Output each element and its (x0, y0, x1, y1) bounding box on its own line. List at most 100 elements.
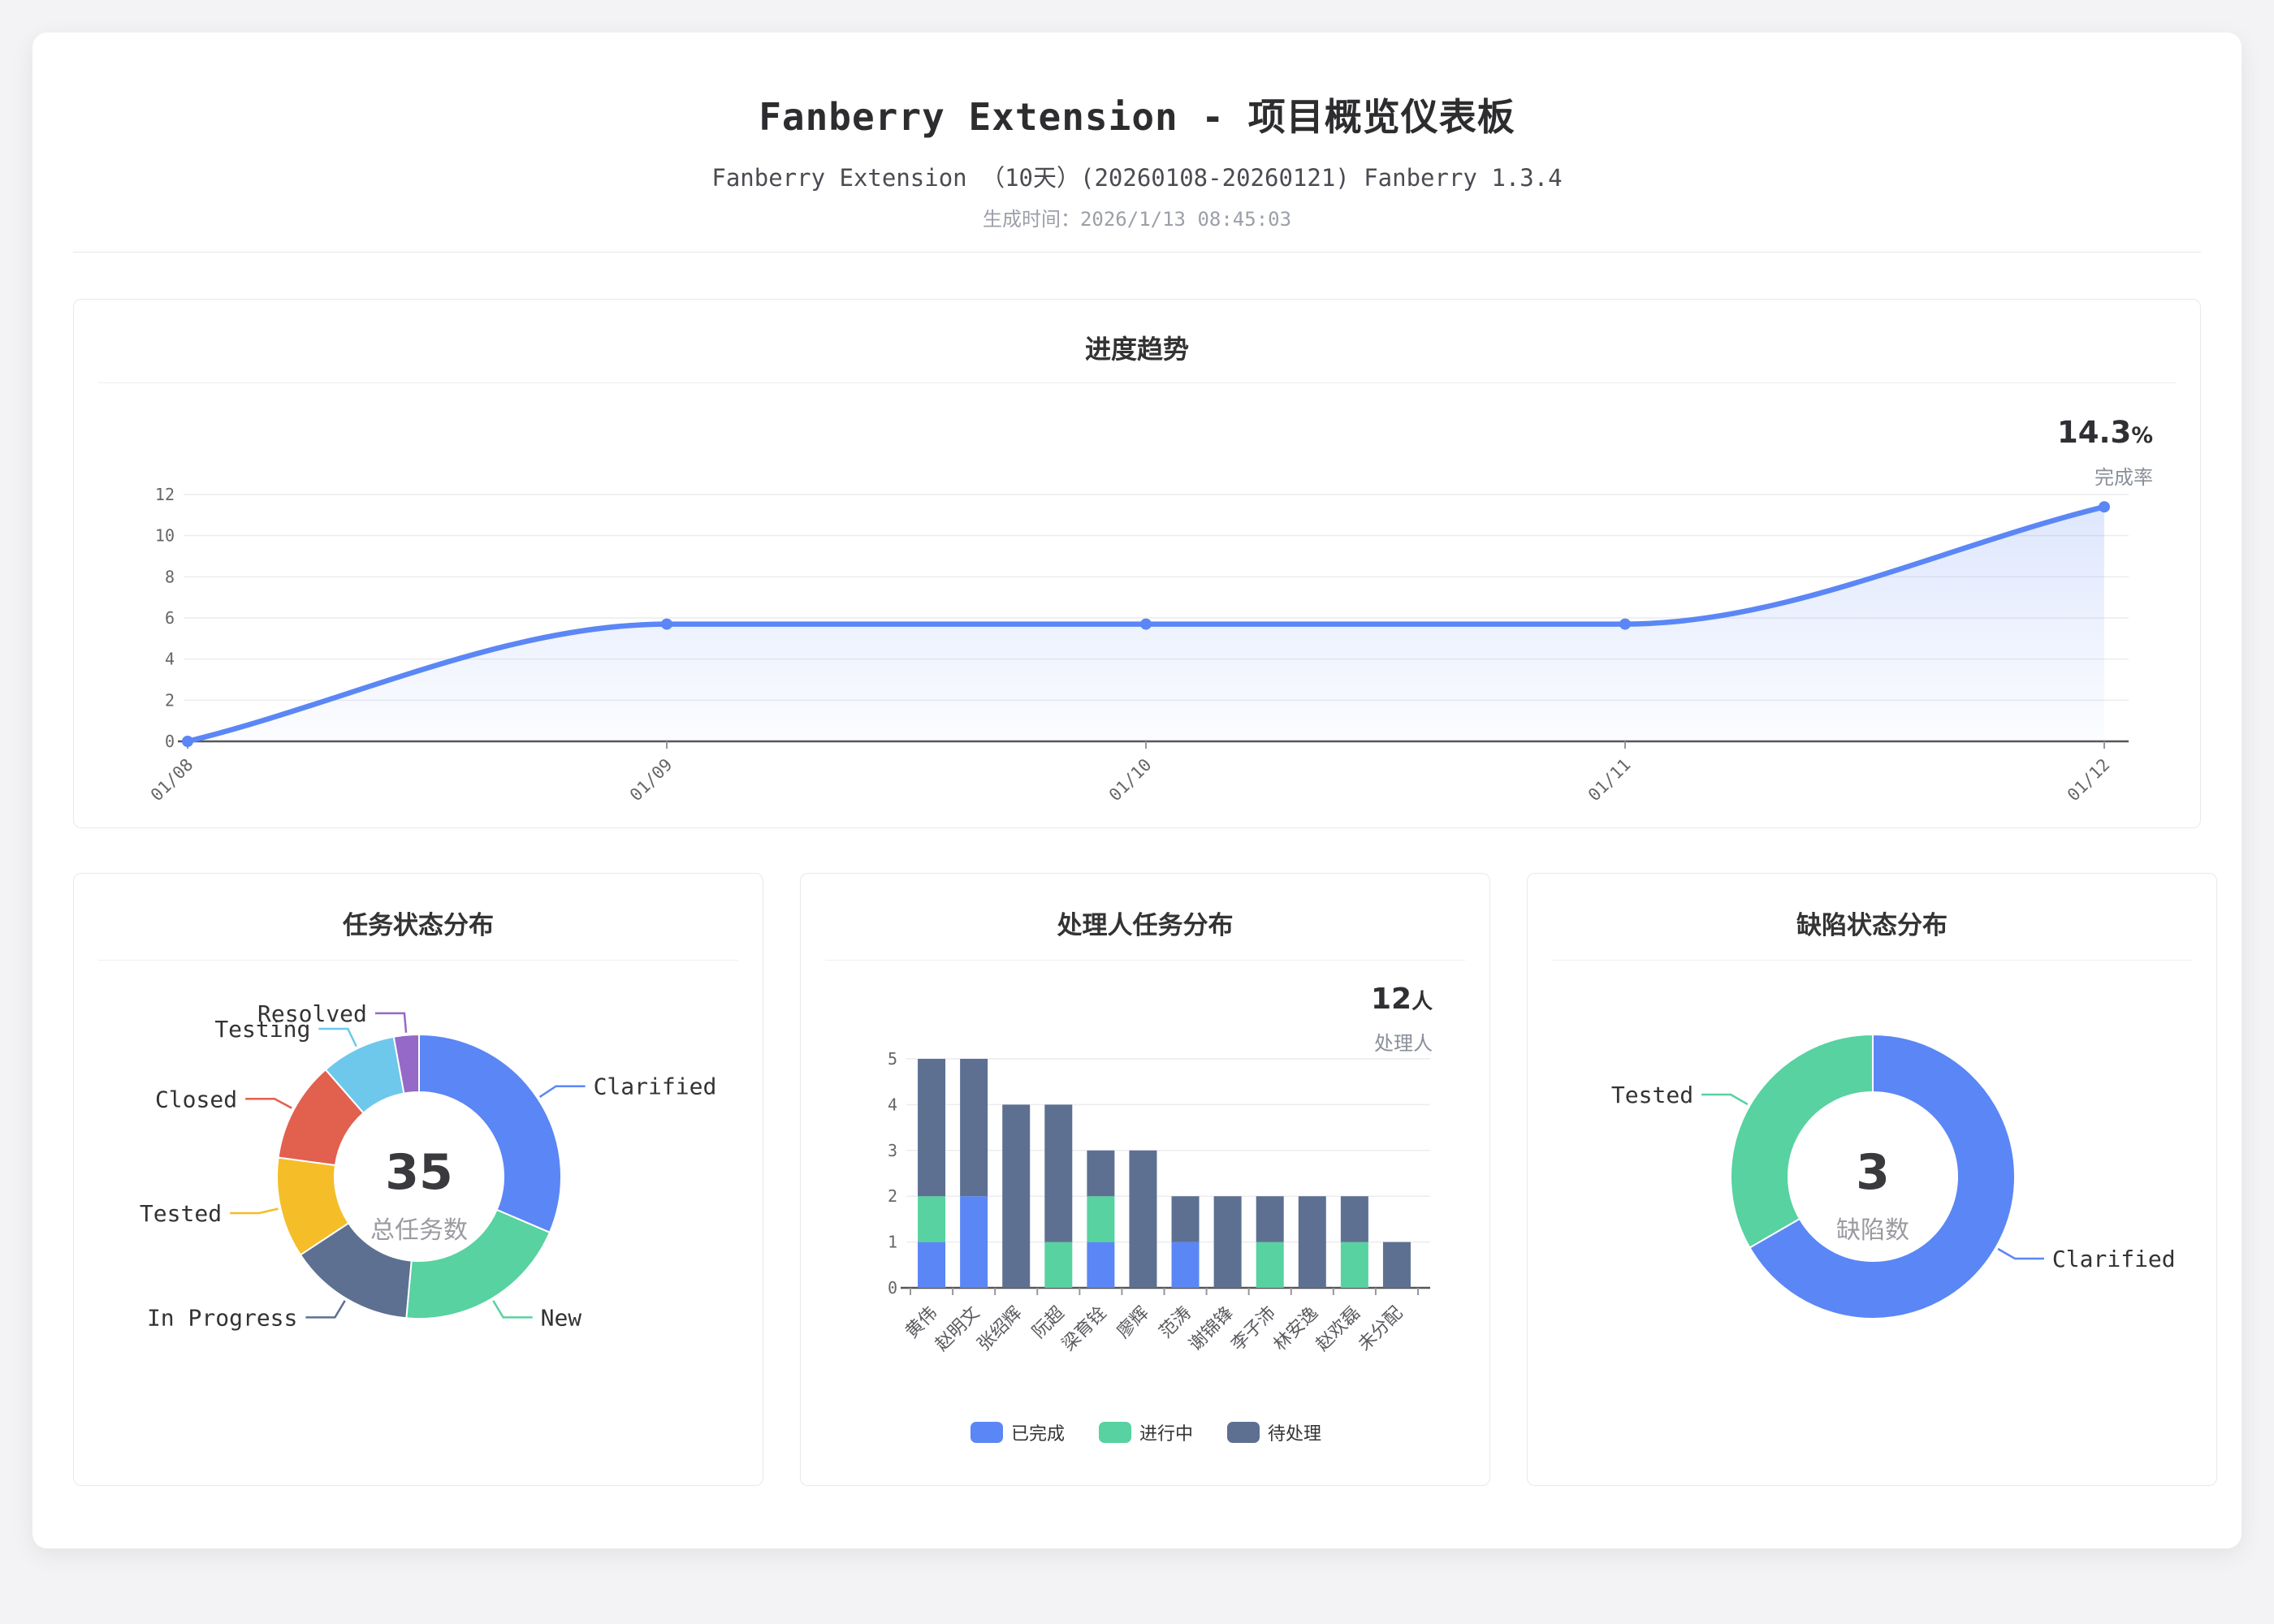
bar-category-label: 未分配 (1355, 1303, 1407, 1355)
label-leader-line (305, 1300, 346, 1319)
slice-label: Clarified (594, 1073, 717, 1100)
donut-slice (1749, 1033, 2016, 1320)
trend-line-chart: 0 2 4 6 8 10 12 01/08 01/09 01/10 01/11 01/12 (147, 485, 2129, 806)
data-point (661, 618, 672, 630)
bar-category-label: 梁育铨 (1058, 1303, 1110, 1355)
slice-label: Closed (155, 1086, 237, 1112)
data-point (182, 736, 193, 747)
bar-category-label: 谢锦锋 (1186, 1303, 1238, 1355)
bar-segment (918, 1059, 946, 1197)
bar-segment (1044, 1242, 1073, 1288)
label-leader-line (538, 1085, 586, 1098)
task-status-title: 任务状态分布 (343, 911, 494, 940)
assignee-title: 处理人任务分布 (1057, 911, 1234, 940)
task-status-donut-chart: Clarified New In Progress Tested Closed Testi… (140, 1000, 717, 1332)
task-status-card: 任务状态分布 Clarified New In Progress Tested Clos… (73, 873, 763, 1486)
assignee-title-divider (825, 960, 1465, 961)
legend-label: 进行中 (1139, 1424, 1193, 1445)
bar-segment (1171, 1196, 1200, 1242)
legend-item: 进行中 (1098, 1419, 1193, 1445)
bar-segment (1087, 1196, 1115, 1242)
y-tick-label: 3 (888, 1141, 897, 1160)
page-title: Fanberry Extension - 项目概览仪表板 (759, 95, 1515, 139)
data-point (1619, 618, 1631, 630)
y-tick-label: 1 (888, 1233, 897, 1252)
trend-chart-title: 进度趋势 (1084, 334, 1189, 365)
bar-segment (1129, 1150, 1157, 1288)
assignee-card: 处理人任务分布 0 1 2 3 4 5 黄伟 赵明文 张绍辉 阮超 梁育铨 廖辉 范涛 谢锦锋 李子沛 林安逸… (800, 873, 1490, 1486)
donut-slice (392, 1033, 420, 1095)
bar-segment (1256, 1242, 1284, 1288)
label-leader-line (1997, 1247, 2044, 1260)
legend-label: 待处理 (1268, 1424, 1322, 1445)
x-tick-label: 01/12 (2064, 755, 2114, 806)
slice-label: Tested (140, 1200, 222, 1227)
bar-category-label: 李子沛 (1228, 1303, 1280, 1355)
legend-swatch (1227, 1422, 1260, 1443)
bar-segment (1087, 1242, 1115, 1288)
defect-status-title: 缺陷状态分布 (1796, 911, 1948, 940)
y-tick-label: 4 (165, 650, 175, 669)
bar-segment (960, 1196, 988, 1288)
label-leader-line (318, 1027, 357, 1047)
x-tick-label: 01/08 (147, 755, 197, 806)
bar-segment (1256, 1196, 1284, 1242)
y-tick-label: 0 (888, 1278, 897, 1298)
defect-status-title-divider (1552, 960, 2192, 961)
assignee-count-label: 处理人 (1374, 1032, 1433, 1055)
completion-rate-value: 14.3% (2057, 415, 2153, 450)
slice-label: Testing (214, 1016, 310, 1043)
assignee-headline: 12人 处理人 (1371, 983, 1433, 1056)
bar-segment (1044, 1104, 1073, 1242)
defect-status-donut-chart: Clarified Tested (1611, 1033, 2176, 1320)
bar-segment (918, 1242, 946, 1288)
bar-chart-legend: 已完成 进行中 待处理 (801, 1419, 1491, 1445)
bar-segment (1340, 1196, 1368, 1242)
label-leader-line (492, 1300, 533, 1319)
y-tick-label: 2 (165, 690, 175, 710)
bar-category-label: 赵明文 (932, 1303, 984, 1355)
bar-segment (1213, 1196, 1242, 1288)
bar-category-label: 林安逸 (1270, 1303, 1322, 1355)
slice-label: Resolved (257, 1000, 367, 1027)
bar-segment (1298, 1196, 1326, 1288)
bar-segment (960, 1059, 988, 1197)
bar-segment (918, 1196, 946, 1242)
trend-chart-card: 进度趋势 0 2 4 6 8 10 12 01/08 01/09 01/10 01/11 01/12 … (73, 299, 2201, 828)
label-leader-line (374, 1012, 408, 1033)
legend-swatch (970, 1422, 1003, 1443)
y-tick-label: 2 (888, 1186, 897, 1206)
data-point (1140, 618, 1152, 630)
bar-segment (1002, 1104, 1031, 1288)
slice-label: New (541, 1304, 582, 1331)
x-tick-label: 01/11 (1584, 755, 1635, 806)
label-leader-line (245, 1098, 292, 1109)
bar-category-label: 赵欢磊 (1312, 1303, 1364, 1355)
y-tick-label: 12 (155, 485, 175, 504)
y-tick-label: 0 (165, 732, 175, 751)
dashboard-card: Fanberry Extension - 项目概览仪表板 Fanberry Ex… (32, 32, 2242, 1548)
donut-slice (405, 1208, 551, 1320)
slice-label: Clarified (2052, 1246, 2176, 1272)
bar-segment (1340, 1242, 1368, 1288)
completion-rate-label: 完成率 (2095, 466, 2153, 489)
slice-label: Tested (1611, 1082, 1693, 1108)
y-tick-label: 4 (888, 1095, 897, 1114)
defect-status-card: 缺陷状态分布 Clarified Tested 3 缺陷数 (1527, 873, 2217, 1486)
y-tick-label: 5 (888, 1049, 897, 1069)
trend-headline: 14.3% 完成率 (2057, 415, 2153, 490)
y-tick-label: 6 (165, 608, 175, 628)
slice-label: In Progress (147, 1304, 297, 1331)
donut-slice (418, 1033, 562, 1234)
data-point (2099, 501, 2110, 513)
legend-swatch (1098, 1422, 1131, 1443)
y-tick-label: 8 (165, 567, 175, 586)
trend-title-divider (98, 382, 2176, 383)
bar-category-label: 廖辉 (1113, 1303, 1153, 1343)
bar-category-label: 张绍辉 (974, 1303, 1026, 1355)
page-subtitle: Fanberry Extension （10天）(20260108-202601… (711, 164, 1563, 192)
assignee-count-value: 12人 (1370, 983, 1433, 1016)
legend-item: 待处理 (1227, 1419, 1321, 1445)
